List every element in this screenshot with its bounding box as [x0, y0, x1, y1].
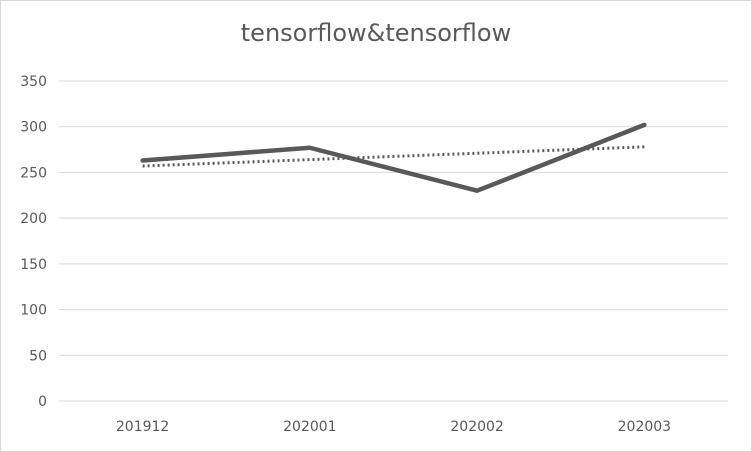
- y-tick-label: 200: [20, 211, 47, 227]
- y-axis-tick-labels: 0 50 100 150 200 250 300 350: [20, 74, 47, 410]
- y-tick-label: 150: [20, 257, 47, 273]
- y-tick-label: 350: [20, 74, 47, 90]
- gridlines: [59, 81, 728, 401]
- x-axis-tick-labels: 201912 202001 202002 202003: [116, 419, 671, 435]
- y-tick-label: 300: [20, 120, 47, 136]
- x-tick-label: 202001: [283, 419, 336, 435]
- x-tick-label: 202003: [618, 419, 671, 435]
- y-tick-label: 0: [38, 394, 47, 410]
- y-tick-label: 50: [29, 348, 47, 364]
- x-tick-label: 202002: [450, 419, 503, 435]
- y-tick-label: 250: [20, 165, 47, 181]
- y-tick-label: 100: [20, 303, 47, 319]
- x-tick-label: 201912: [116, 419, 169, 435]
- series-lines: [143, 125, 645, 191]
